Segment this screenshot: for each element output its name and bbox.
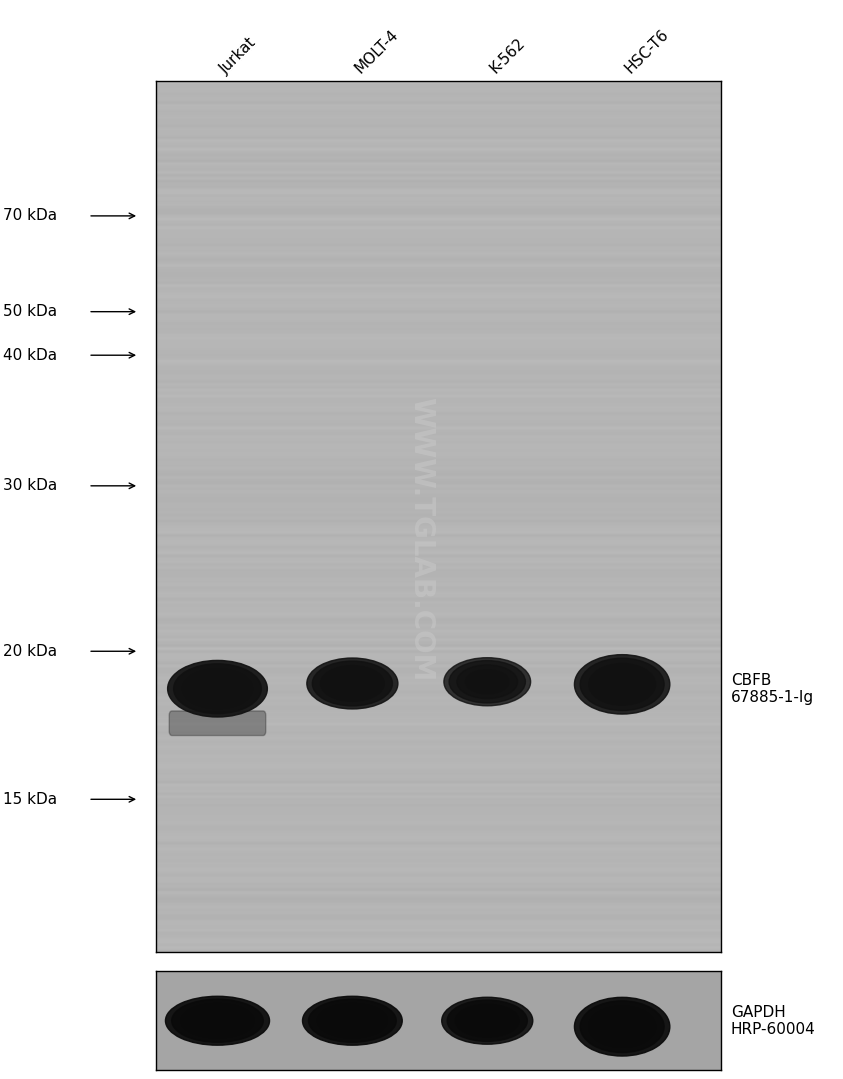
Ellipse shape (312, 661, 393, 706)
Ellipse shape (330, 671, 375, 696)
Ellipse shape (191, 1009, 244, 1033)
Text: 15 kDa: 15 kDa (3, 792, 56, 807)
Ellipse shape (174, 664, 261, 713)
Ellipse shape (181, 1003, 254, 1038)
Ellipse shape (449, 660, 525, 702)
Ellipse shape (580, 658, 664, 710)
Ellipse shape (165, 996, 270, 1046)
FancyBboxPatch shape (169, 711, 266, 736)
Ellipse shape (599, 1012, 646, 1041)
Ellipse shape (447, 1000, 528, 1041)
Ellipse shape (309, 999, 396, 1042)
Text: 40 kDa: 40 kDa (3, 347, 56, 363)
Ellipse shape (457, 665, 518, 698)
Ellipse shape (588, 664, 656, 706)
Ellipse shape (172, 999, 263, 1042)
Ellipse shape (307, 658, 398, 709)
Ellipse shape (318, 1003, 387, 1038)
Ellipse shape (168, 660, 267, 718)
Ellipse shape (574, 655, 670, 714)
Ellipse shape (464, 1009, 510, 1033)
Ellipse shape (580, 1001, 664, 1052)
Text: 30 kDa: 30 kDa (3, 478, 56, 493)
Ellipse shape (588, 1006, 656, 1048)
Text: K-562: K-562 (487, 36, 529, 77)
Ellipse shape (320, 666, 384, 701)
Ellipse shape (442, 997, 533, 1044)
Ellipse shape (327, 1009, 378, 1033)
Ellipse shape (599, 669, 646, 699)
Text: MOLT-4: MOLT-4 (352, 27, 401, 77)
Ellipse shape (574, 997, 670, 1056)
Text: 20 kDa: 20 kDa (3, 644, 56, 659)
Text: 70 kDa: 70 kDa (3, 208, 56, 223)
Ellipse shape (183, 669, 252, 709)
Ellipse shape (303, 996, 402, 1046)
Text: WWW.TGLAB.COM: WWW.TGLAB.COM (407, 397, 436, 682)
Ellipse shape (455, 1005, 519, 1037)
Text: GAPDH
HRP-60004: GAPDH HRP-60004 (731, 1005, 816, 1037)
Text: Jurkat: Jurkat (217, 35, 260, 77)
Text: HSC-T6: HSC-T6 (622, 27, 672, 77)
Text: 50 kDa: 50 kDa (3, 304, 56, 319)
Ellipse shape (444, 658, 530, 706)
Ellipse shape (465, 670, 509, 694)
Ellipse shape (192, 674, 243, 702)
Text: CBFB
67885-1-Ig: CBFB 67885-1-Ig (731, 672, 814, 705)
